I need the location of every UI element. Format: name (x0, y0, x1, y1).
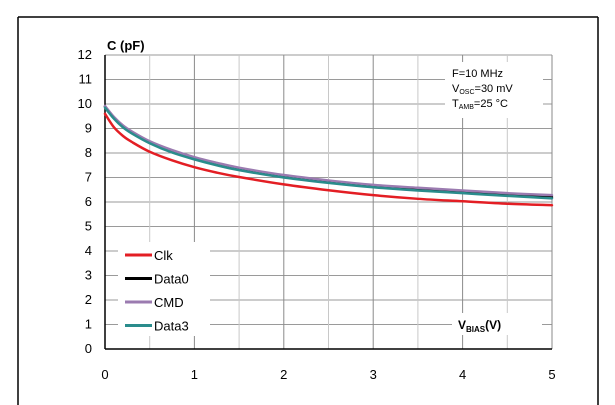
y-tick-label-7: 7 (85, 170, 92, 185)
x-axis-label-bg (452, 313, 542, 335)
x-axis-label: VBIAS(V) (458, 318, 501, 334)
x-tick-label-1: 1 (191, 367, 198, 382)
y-tick-label-0: 0 (85, 341, 92, 356)
series-line-clk (103, 112, 554, 207)
y-tick-label-3: 3 (85, 268, 92, 283)
conditions-box-bg (445, 62, 543, 118)
condition-frequency: F=10 MHz (452, 68, 503, 80)
condition-osc-voltage: VOSC=30 mV (452, 83, 513, 96)
y-tick-label-9: 9 (85, 121, 92, 136)
y-tick-label-12: 12 (78, 47, 92, 62)
series-line-cmd (103, 104, 554, 197)
x-tick-label-0: 0 (101, 367, 108, 382)
series-line-data3 (103, 106, 554, 200)
legend-label-clk: Clk (154, 248, 173, 263)
legend-label-data3: Data3 (154, 319, 189, 334)
x-tick-labels: 0 1 2 3 4 5 (101, 367, 555, 382)
condition-ambient-temp: TAMB=25 °C (452, 98, 508, 111)
conditions-box: F=10 MHz VOSC=30 mV TAMB=25 °C (445, 62, 543, 118)
legend-bg (118, 242, 210, 336)
y-tick-label-11: 11 (79, 72, 93, 87)
y-tick-label-10: 10 (78, 96, 92, 111)
x-tick-label-5: 5 (548, 367, 555, 382)
legend: Clk Data0 CMD Data3 (118, 242, 210, 336)
series-lines (103, 104, 554, 207)
y-tick-label-5: 5 (85, 219, 92, 234)
y-axis-label: C (pF) (107, 38, 145, 53)
y-tick-label-8: 8 (85, 145, 92, 160)
x-tick-label-4: 4 (459, 367, 466, 382)
x-tick-label-3: 3 (370, 367, 377, 382)
axes (104, 55, 552, 350)
legend-label-data0: Data0 (154, 272, 189, 287)
legend-label-cmd: CMD (154, 295, 184, 310)
y-tick-label-1: 1 (85, 317, 92, 332)
x-tick-label-2: 2 (280, 367, 287, 382)
y-tick-label-2: 2 (85, 292, 92, 307)
y-tick-label-4: 4 (85, 243, 92, 258)
x-axis-label-box: VBIAS(V) (452, 313, 542, 335)
y-tick-label-6: 6 (85, 194, 92, 209)
